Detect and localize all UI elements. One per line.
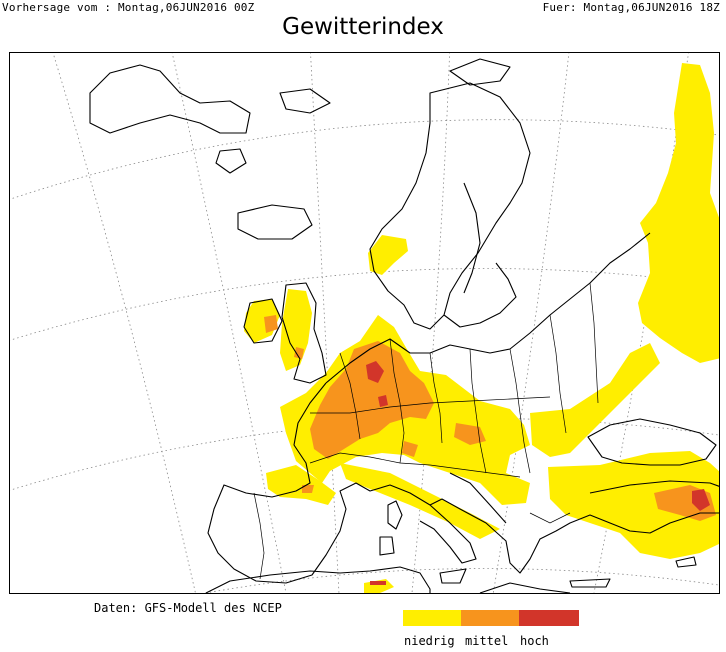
legend-swatch-medium [461, 610, 519, 626]
thunderstorm-index-map [9, 52, 720, 594]
index-high-areas [366, 361, 710, 585]
legend-label-low: niedrig [404, 634, 455, 648]
country-borders [253, 282, 599, 580]
coastlines [89, 58, 719, 593]
forecast-time-label: Vorhersage vom : Montag,06JUN2016 00Z [2, 1, 255, 14]
data-source-credit: Daten: GFS-Modell des NCEP [94, 601, 282, 615]
index-medium-areas [264, 315, 716, 521]
map-title: Gewitterindex [282, 14, 444, 40]
legend-label-high: hoch [520, 634, 549, 648]
valid-time-label: Fuer: Montag,06JUN2016 18Z [542, 1, 720, 14]
legend-swatch-high [519, 610, 579, 626]
legend-label-medium: mittel [465, 634, 509, 648]
legend-swatch-low [403, 610, 461, 626]
